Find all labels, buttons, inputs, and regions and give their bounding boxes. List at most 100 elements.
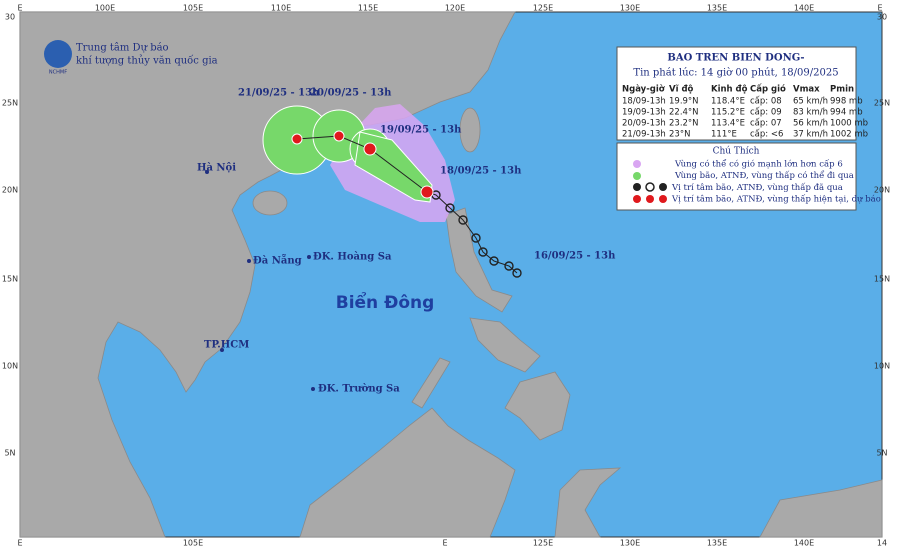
table-cell: 118.4°E bbox=[711, 97, 745, 107]
legend-item: Vùng bão, ATNĐ, vùng thấp có thể đi qua bbox=[674, 169, 854, 181]
lat-label: 25N bbox=[2, 99, 18, 108]
visayas bbox=[469, 317, 541, 373]
lon-label: 130E bbox=[620, 539, 640, 548]
table-header: Pmin bbox=[830, 85, 854, 95]
table-cell: 18/09-13h bbox=[622, 97, 666, 107]
track-label: 16/09/25 - 13h bbox=[534, 251, 616, 262]
forecast-position bbox=[363, 142, 377, 156]
legend-icon bbox=[633, 195, 641, 203]
legend-item: Vùng có thể có gió mạnh lớn hơn cấp 6 bbox=[674, 158, 843, 170]
table-cell: cấp: 09 bbox=[750, 107, 782, 118]
palawan bbox=[411, 357, 451, 409]
forecast-positions bbox=[291, 130, 434, 199]
legend-icons bbox=[633, 160, 667, 203]
place-label: Hà Nội bbox=[197, 163, 236, 174]
place-label: TP.HCM bbox=[204, 340, 249, 351]
info-subtitle: Tin phát lúc: 14 giờ 00 phút, 18/09/2025 bbox=[633, 68, 838, 79]
lon-label: 125E bbox=[533, 539, 553, 548]
forecast-track bbox=[296, 135, 428, 193]
table-cell: 83 km/h bbox=[793, 108, 828, 118]
sulawesi bbox=[554, 467, 622, 538]
past-track bbox=[426, 191, 518, 274]
taiwan bbox=[459, 107, 481, 153]
past-position bbox=[445, 203, 455, 213]
lon-label: 105E bbox=[183, 539, 203, 548]
table-cell: 56 km/h bbox=[793, 119, 828, 129]
land bbox=[19, 11, 883, 538]
table-cell: 21/09-13h bbox=[622, 130, 666, 140]
past-position bbox=[489, 256, 499, 266]
lat-label: 25N bbox=[874, 99, 890, 108]
place-dot bbox=[311, 387, 315, 391]
table-cell: 1002 mb bbox=[830, 130, 868, 140]
table-cell: 22.4°N bbox=[669, 108, 699, 118]
lon-label: 140E bbox=[794, 539, 814, 548]
table-header: Ngày-giờ bbox=[622, 84, 666, 95]
lat-label: 30 bbox=[877, 13, 887, 22]
legend-icon bbox=[645, 182, 655, 192]
table-header: Kinh độ bbox=[711, 85, 748, 95]
lat-label: 5N bbox=[876, 449, 887, 458]
table-cell: 19.9°N bbox=[669, 97, 699, 107]
table-header: Vmax bbox=[793, 85, 820, 95]
table-cell: 37 km/h bbox=[793, 130, 828, 140]
current-position bbox=[420, 185, 434, 199]
table-cell: 115.2°E bbox=[711, 108, 745, 118]
table-cell: 1000 mb bbox=[830, 119, 868, 129]
table-cell: 20/09-13h bbox=[622, 119, 666, 129]
sea-label: Biển Đông bbox=[336, 291, 435, 313]
lon-label: 14 bbox=[877, 539, 887, 548]
past-positions bbox=[431, 190, 522, 278]
mainland bbox=[19, 11, 516, 538]
forecast-position bbox=[333, 130, 345, 142]
place-dots bbox=[205, 170, 315, 391]
lat-label: 20N bbox=[2, 186, 18, 195]
legend-box bbox=[616, 142, 857, 211]
lat-label: 30 bbox=[5, 13, 15, 22]
past-position bbox=[512, 268, 522, 278]
table-header: Cấp gió bbox=[750, 84, 786, 95]
lon-label: 125E bbox=[533, 4, 553, 13]
forecast-position bbox=[291, 133, 303, 145]
info-box bbox=[616, 46, 857, 141]
lon-label: 115E bbox=[358, 4, 378, 13]
lon-label: E bbox=[877, 4, 882, 13]
place-dot bbox=[205, 170, 209, 174]
mindanao bbox=[504, 371, 571, 441]
table-cell: 19/09-13h bbox=[622, 108, 666, 118]
lon-label: 120E bbox=[445, 4, 465, 13]
table-cell: 23.2°N bbox=[669, 119, 699, 129]
legend-icon bbox=[659, 195, 667, 203]
lon-label: 110E bbox=[271, 4, 291, 13]
track-label: 19/09/25 - 13h bbox=[380, 125, 462, 136]
legend-icon bbox=[633, 183, 641, 191]
track-label: 18/09/25 - 13h bbox=[440, 166, 522, 177]
table-cell: cấp: 08 bbox=[750, 96, 782, 107]
track-label: 20/09/25 - 13h bbox=[310, 88, 392, 99]
lon-label: E bbox=[442, 539, 447, 548]
lat-label: 15N bbox=[874, 275, 890, 284]
legend-icon bbox=[633, 160, 641, 168]
table-cell: cấp: 07 bbox=[750, 118, 782, 129]
luzon bbox=[445, 207, 513, 313]
lat-label: 10N bbox=[874, 362, 890, 371]
logo: NCHMF Trung tâm Dự báo khí tượng thủy vă… bbox=[44, 40, 218, 76]
legend-icon bbox=[633, 172, 641, 180]
lon-label: 105E bbox=[183, 4, 203, 13]
table-cell: cấp: <6 bbox=[750, 129, 783, 140]
lat-label: 15N bbox=[2, 275, 18, 284]
lon-label: 100E bbox=[95, 4, 115, 13]
table-cell: 111°E bbox=[711, 130, 737, 140]
lon-label: 135E bbox=[707, 539, 727, 548]
logo-text: NCHMF bbox=[49, 70, 67, 76]
table-cell: 65 km/h bbox=[793, 97, 828, 107]
place-dot bbox=[307, 255, 311, 259]
place-label: Đà Nẵng bbox=[253, 255, 302, 267]
place-dot bbox=[220, 348, 224, 352]
past-position bbox=[504, 261, 514, 271]
past-position bbox=[458, 215, 468, 225]
table-header: Vĩ độ bbox=[669, 85, 694, 95]
lon-label: E bbox=[17, 4, 22, 13]
lat-label: 20N bbox=[874, 186, 890, 195]
